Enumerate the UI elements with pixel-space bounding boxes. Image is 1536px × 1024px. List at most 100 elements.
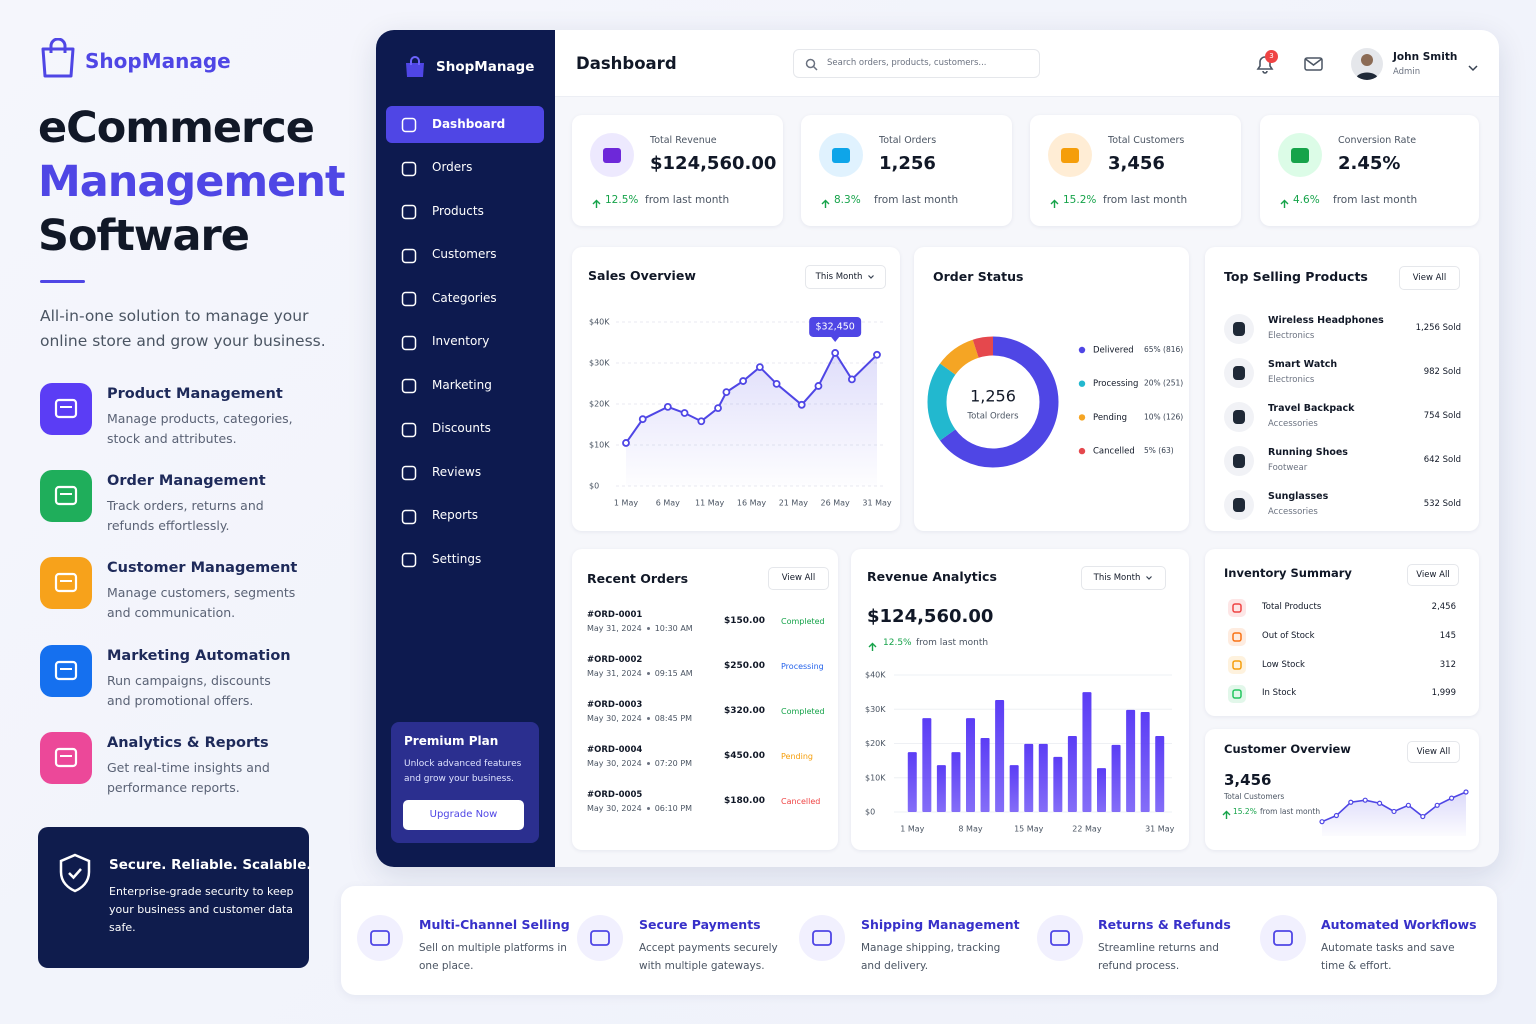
nav-label: Customers: [432, 247, 497, 262]
bar: [907, 752, 917, 812]
bar: [1024, 743, 1034, 812]
customer-total: 3,456: [1224, 770, 1272, 789]
highlight-title: Returns & Refunds: [1098, 917, 1231, 933]
sparkline-point: [1348, 799, 1354, 805]
y-tick-label: $10K: [865, 773, 886, 782]
bar: [995, 700, 1005, 812]
nav-item[interactable]: [386, 541, 544, 578]
line-point: [663, 402, 672, 411]
stat-change: 15.2%: [1063, 194, 1097, 207]
inventory-value: 2,456: [1431, 602, 1456, 613]
nav-item[interactable]: [386, 106, 544, 143]
upgrade-button[interactable]: Upgrade Now: [403, 800, 524, 830]
x-tick-label: 26 May: [821, 499, 851, 508]
search-placeholder: Search orders, products, customers...: [827, 58, 987, 69]
nav-item[interactable]: [386, 193, 544, 230]
order-time: 07:20 PM: [654, 759, 693, 768]
feature-icon: [40, 383, 92, 435]
nav-item[interactable]: [386, 280, 544, 317]
card-title: Top Selling Products: [1224, 269, 1368, 285]
inventory-label: In Stock: [1262, 688, 1297, 699]
y-tick-label: $40K: [589, 318, 610, 327]
order-id: #ORD-0002: [587, 655, 643, 666]
revenue-change: 12.5%: [883, 638, 912, 649]
value-label-pointer: [831, 336, 840, 342]
order-time: 06:10 PM: [654, 804, 693, 813]
user-menu[interactable]: [1467, 60, 1479, 72]
order-date: May 30, 2024: [587, 804, 642, 813]
card-title: Sales Overview: [588, 268, 696, 284]
change-arrow: [592, 196, 601, 208]
change-arrow: [821, 196, 830, 208]
product-image: [1224, 357, 1254, 388]
view-all-button[interactable]: View All: [768, 567, 829, 590]
brand-name: ShopManage: [85, 49, 231, 73]
bar: [966, 718, 975, 812]
view-all-button[interactable]: View All: [1407, 741, 1460, 763]
legend-dot: [1078, 380, 1086, 387]
order-id: #ORD-0005: [587, 790, 643, 801]
product-category: Electronics: [1268, 374, 1315, 385]
legend-label: Delivered: [1093, 346, 1134, 356]
separator-dot: [646, 672, 650, 675]
view-all-button[interactable]: View All: [1399, 266, 1460, 290]
bar: [1126, 709, 1136, 812]
nav-item[interactable]: [386, 150, 544, 187]
nav-label: Inventory: [432, 334, 490, 349]
nav-label: Orders: [432, 160, 473, 175]
line-point: [831, 349, 840, 357]
filter-button[interactable]: This Month: [1081, 566, 1166, 590]
nav-item[interactable]: [386, 498, 544, 535]
nav-label: Dashboard: [432, 116, 506, 131]
nav-item[interactable]: [386, 411, 544, 448]
feature-title: Customer Management: [107, 560, 298, 577]
x-tick-label: 22 May: [1072, 825, 1102, 834]
sparkline-point: [1420, 813, 1426, 820]
secure-box: [38, 827, 309, 968]
product-name: Sunglasses: [1268, 491, 1329, 503]
order-id: #ORD-0003: [587, 700, 643, 711]
customer-total-label: Total Customers: [1224, 791, 1285, 801]
bar: [1155, 735, 1165, 812]
highlight-icon: [577, 915, 623, 961]
inventory-value: 1,999: [1431, 688, 1456, 699]
line-point: [680, 409, 689, 417]
brand-logo: [41, 38, 75, 78]
bar: [936, 765, 946, 812]
value-label: $32,450: [816, 321, 855, 332]
legend-value: 5% (63): [1144, 446, 1174, 455]
inventory-label: Low Stock: [1262, 659, 1305, 670]
feature-title: Marketing Automation: [107, 647, 291, 664]
order-datetime: May 31, 2024 10:30 AM: [587, 625, 693, 633]
feature-icon: [40, 644, 92, 697]
order-datetime: May 30, 2024 06:10 PM: [587, 805, 692, 813]
stat-icon: [1048, 133, 1092, 177]
y-tick-label: $20K: [865, 739, 886, 748]
order-time: 09:15 AM: [654, 669, 693, 678]
view-all-button[interactable]: View All: [1407, 564, 1459, 586]
nav-item[interactable]: [386, 237, 544, 274]
highlight-icon: [799, 915, 845, 961]
filter-button[interactable]: This Month: [805, 265, 886, 289]
line-point: [848, 375, 856, 384]
feature-icon: [40, 557, 92, 610]
nav-item[interactable]: [386, 367, 544, 404]
line-area: [626, 352, 877, 486]
recent-orders-card: [572, 549, 838, 850]
nav-item[interactable]: [386, 454, 544, 491]
nav-item[interactable]: [386, 324, 544, 361]
donut-segment: [927, 363, 956, 441]
bar: [980, 738, 990, 812]
highlight-icon: [1037, 915, 1083, 961]
order-datetime: May 31, 2024 09:15 AM: [587, 670, 693, 678]
line-point: [722, 388, 731, 397]
sidebar-brand: ShopManage: [436, 58, 535, 75]
line-point: [755, 363, 764, 372]
search-box[interactable]: [793, 49, 1040, 78]
sparkline-point: [1434, 802, 1440, 808]
nav-label: Discounts: [432, 421, 491, 436]
mail-icon[interactable]: [1304, 56, 1323, 72]
order-amount: $450.00: [724, 751, 765, 762]
feature-desc: Manage products, categories, stock and a…: [107, 411, 293, 446]
donut-center-label: Total Orders: [966, 412, 1019, 422]
